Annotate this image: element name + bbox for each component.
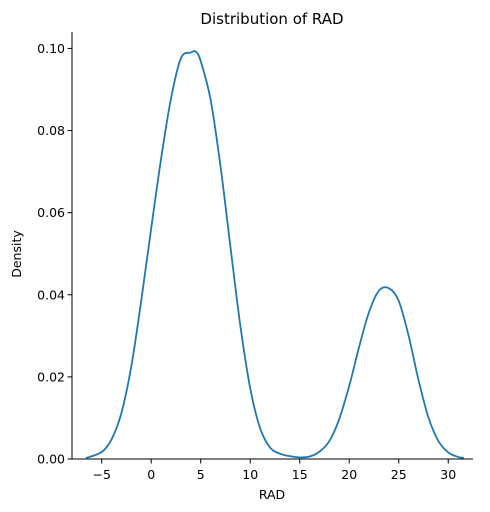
plot-area: −5 0 5 10 15 20 25 30 0.00 0.02 0.04 0.06 0.08 0.10 xyxy=(37,32,473,482)
y-tick-label: 0.00 xyxy=(37,452,65,467)
y-tick-label: 0.08 xyxy=(37,123,65,138)
x-tick-label: −5 xyxy=(92,467,110,482)
y-tick-label: 0.02 xyxy=(37,369,65,384)
chart-title: Distribution of RAD xyxy=(200,10,343,28)
y-tick-label: 0.06 xyxy=(37,205,65,220)
y-axis-ticks: 0.00 0.02 0.04 0.06 0.08 0.10 xyxy=(37,41,72,467)
x-tick-label: 30 xyxy=(440,467,456,482)
x-tick-label: 15 xyxy=(292,467,308,482)
y-axis-label: Density xyxy=(9,230,24,278)
x-tick-label: 10 xyxy=(242,467,258,482)
y-tick-label: 0.10 xyxy=(37,41,65,56)
x-tick-label: 0 xyxy=(147,467,155,482)
density-curve xyxy=(85,50,464,459)
x-tick-label: 5 xyxy=(197,467,205,482)
x-tick-label: 25 xyxy=(391,467,407,482)
x-axis-label: RAD xyxy=(259,487,285,502)
x-tick-label: 20 xyxy=(341,467,357,482)
y-tick-label: 0.04 xyxy=(37,287,65,302)
series-group xyxy=(85,50,464,459)
x-axis-ticks: −5 0 5 10 15 20 25 30 xyxy=(92,459,456,482)
